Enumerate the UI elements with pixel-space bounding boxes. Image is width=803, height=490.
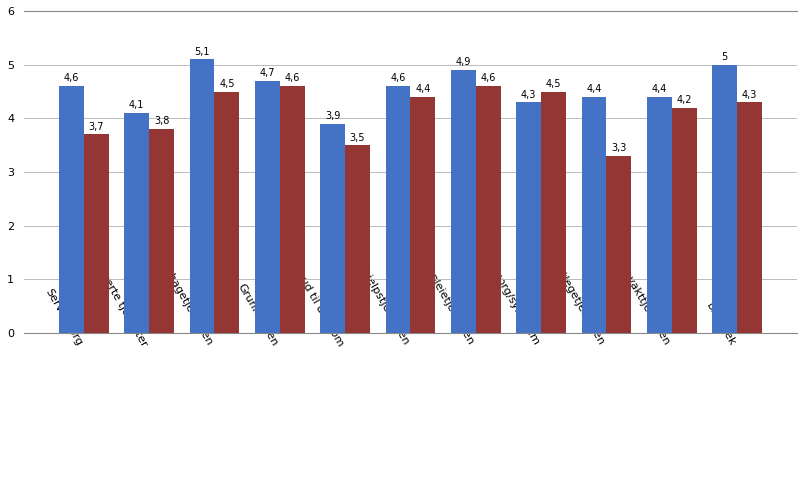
Text: 4,5: 4,5 <box>219 79 234 89</box>
Text: 4,4: 4,4 <box>651 84 666 94</box>
Text: 5: 5 <box>720 52 727 62</box>
Bar <box>711 65 736 333</box>
Bar <box>516 102 540 333</box>
Text: 3,5: 3,5 <box>349 132 365 143</box>
Bar <box>646 97 671 333</box>
Text: 4,3: 4,3 <box>741 90 756 99</box>
Text: 5,1: 5,1 <box>194 47 210 57</box>
Text: 3,9: 3,9 <box>324 111 340 121</box>
Bar <box>671 108 695 333</box>
Text: 4,6: 4,6 <box>389 74 406 83</box>
Bar <box>190 59 214 333</box>
Text: 4,5: 4,5 <box>545 79 560 89</box>
Bar <box>410 97 434 333</box>
Text: 4,6: 4,6 <box>284 74 300 83</box>
Text: 3,8: 3,8 <box>153 117 169 126</box>
Bar <box>385 86 410 333</box>
Bar <box>450 70 475 333</box>
Text: 4,4: 4,4 <box>585 84 601 94</box>
Bar <box>59 86 84 333</box>
Bar <box>149 129 173 333</box>
Text: 4,9: 4,9 <box>455 57 471 67</box>
Bar <box>255 81 279 333</box>
Bar <box>540 92 565 333</box>
Text: 3,3: 3,3 <box>610 143 626 153</box>
Bar <box>581 97 605 333</box>
Bar <box>320 124 344 333</box>
Bar <box>84 134 108 333</box>
Bar <box>124 113 149 333</box>
Text: 3,7: 3,7 <box>88 122 104 132</box>
Text: 4,1: 4,1 <box>128 100 145 110</box>
Bar <box>475 86 500 333</box>
Text: 4,7: 4,7 <box>259 68 275 78</box>
Bar <box>605 156 630 333</box>
Bar <box>344 145 369 333</box>
Text: 4,6: 4,6 <box>63 74 79 83</box>
Text: 4,4: 4,4 <box>414 84 430 94</box>
Text: 4,3: 4,3 <box>520 90 536 99</box>
Text: 4,6: 4,6 <box>480 74 495 83</box>
Bar <box>736 102 761 333</box>
Bar <box>214 92 239 333</box>
Text: 4,2: 4,2 <box>675 95 691 105</box>
Bar <box>279 86 304 333</box>
